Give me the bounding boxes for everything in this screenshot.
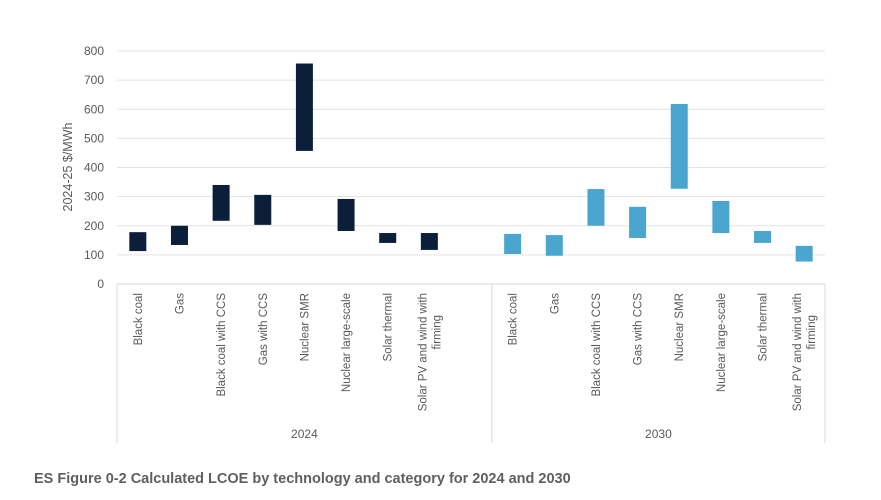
group-labels: 2024 2030 (291, 427, 672, 441)
y-axis-ticks: 0 100 200 300 400 500 600 700 800 (84, 44, 104, 291)
group-label-2024: 2024 (291, 427, 318, 441)
gridlines (117, 50, 825, 256)
category-label: Solar thermal (383, 293, 395, 361)
category-label: Black coal (133, 293, 145, 345)
bar-2024-black-coal (129, 232, 147, 252)
y-tick-label: 500 (84, 131, 104, 145)
category-label: Nuclear SMR (674, 293, 686, 361)
y-tick-label: 800 (84, 44, 104, 58)
y-axis-label: 2024-25 $/MWh (61, 122, 75, 211)
category-label: Solar thermal (758, 293, 770, 361)
bar-2030-gas-with-ccs (629, 206, 647, 238)
bar-2030-gas (545, 235, 563, 256)
bar-2030-black-coal-with-ccs (587, 189, 605, 226)
group-label-2030: 2030 (645, 427, 672, 441)
bar-2024-gas (170, 225, 188, 245)
category-label: Black coal with CCS (591, 293, 603, 397)
figure-caption: ES Figure 0-2 Calculated LCOE by technol… (34, 471, 571, 487)
category-label: Nuclear SMR (299, 293, 311, 361)
y-tick-label: 0 (97, 277, 104, 291)
bar-2024-nuclear-smr (295, 63, 313, 151)
category-label: Gas (549, 293, 561, 314)
bar-2024-black-coal-with-ccs (212, 184, 230, 221)
category-label: Nuclear large-scale (341, 293, 353, 392)
bar-2030-nuclear-smr (670, 104, 688, 189)
category-label: Black coal with CCS (216, 293, 228, 397)
bar-2030-solar-pv-and-wind-with-firming (795, 245, 813, 262)
category-label: Solar PV and wind with firming (792, 293, 818, 411)
bar-2024-solar-pv-and-wind-with-firming (420, 233, 438, 250)
bars (129, 63, 813, 262)
bar-2030-nuclear-large-scale (712, 200, 730, 234)
category-label: Gas (174, 293, 186, 314)
bar-2024-nuclear-large-scale (337, 198, 355, 231)
bar-2024-gas-with-ccs (254, 194, 272, 225)
category-labels: Black coal Gas Black coal with CCS Gas with… (133, 293, 818, 412)
bar-2030-black-coal (504, 233, 522, 255)
category-label: Nuclear large-scale (716, 293, 728, 392)
y-tick-label: 400 (84, 161, 104, 175)
y-tick-label: 100 (84, 248, 104, 262)
category-label: Gas with CCS (258, 293, 270, 366)
y-tick-label: 700 (84, 73, 104, 87)
category-label: Solar PV and wind with firming (417, 293, 443, 411)
category-label: Black coal (508, 293, 520, 345)
y-tick-label: 300 (84, 190, 104, 204)
bar-2024-solar-thermal (379, 233, 397, 243)
y-tick-label: 600 (84, 102, 104, 116)
y-tick-label: 200 (84, 219, 104, 233)
category-label: Gas with CCS (633, 293, 645, 366)
bar-2030-solar-thermal (754, 230, 772, 243)
x-axis (116, 283, 826, 443)
